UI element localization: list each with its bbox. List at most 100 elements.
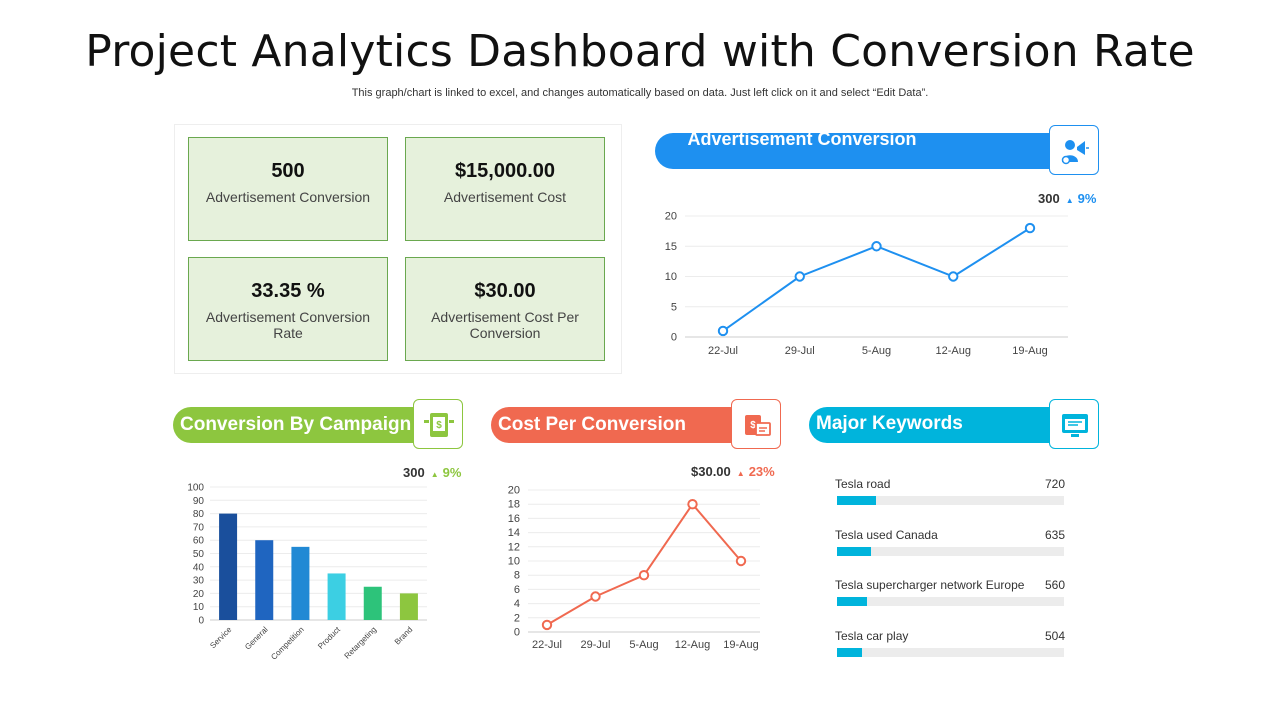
ad-conversion-header: Advertisement Conversion — [655, 129, 1075, 169]
x-tick-label: Competition — [269, 625, 306, 662]
x-tick-label: 22-Jul — [708, 345, 738, 357]
stat-change: 23% — [748, 464, 775, 479]
x-tick-label: 5-Aug — [629, 639, 658, 651]
kpi-value: 500 — [271, 160, 305, 182]
data-point — [590, 591, 601, 602]
y-tick-label: 12 — [508, 541, 520, 553]
x-tick-label: 19-Aug — [1012, 345, 1047, 357]
kpi-card-conversion-rate: 33.35 % Advertisement Conversion Rate — [188, 257, 388, 361]
web-browser-icon — [1049, 399, 1099, 449]
x-tick-label: Service — [208, 625, 234, 651]
y-tick-label: 20 — [508, 485, 520, 497]
data-point — [687, 499, 698, 510]
campaign-header: Conversion By Campaign — [173, 407, 443, 443]
keywords-header: Major Keywords — [809, 407, 1074, 443]
bar — [291, 546, 310, 620]
x-tick-label: Brand — [393, 625, 414, 646]
y-tick-label: 60 — [193, 536, 205, 547]
kpi-card-conversion: 500 Advertisement Conversion — [188, 137, 388, 241]
x-tick-label: 29-Jul — [581, 639, 611, 651]
x-tick-label: 22-Jul — [532, 639, 562, 651]
kpi-card-cost: $15,000.00 Advertisement Cost — [405, 137, 605, 241]
up-arrow-icon: ▲ — [1065, 196, 1074, 205]
keyword-value: 635 — [1044, 527, 1065, 542]
keyword-bar-fill — [837, 597, 867, 606]
keyword-label: Tesla car play — [835, 628, 909, 643]
y-tick-label: 0 — [198, 616, 204, 627]
kpi-label: Advertisement Cost Per Conversion — [431, 309, 579, 341]
x-tick-label: 19-Aug — [723, 639, 758, 651]
megaphone-user-icon — [1049, 125, 1099, 175]
y-tick-label: 40 — [193, 562, 205, 573]
keyword-value: 504 — [1044, 628, 1065, 643]
keyword-bar-track — [837, 496, 1064, 505]
data-point — [1024, 222, 1036, 234]
keyword-value: 720 — [1044, 477, 1065, 491]
y-tick-label: 30 — [193, 576, 205, 587]
stat-value: 300 — [1038, 191, 1060, 206]
keyword-bar-fill — [837, 647, 862, 657]
y-tick-label: 0 — [514, 627, 520, 639]
keyword-bar-fill — [837, 546, 872, 556]
y-tick-label: 20 — [665, 211, 677, 223]
x-tick-label: 12-Aug — [936, 345, 971, 357]
cost-header: Cost Per Conversion — [491, 407, 756, 443]
kpi-label: Advertisement Conversion Rate — [205, 309, 371, 341]
svg-text:$: $ — [436, 420, 442, 431]
x-tick-label: Retargeting — [343, 625, 379, 661]
campaign-bar-chart: 0 10 20 30 40 50 60 70 80 90 100 Service General Comp… — [187, 483, 427, 662]
x-tick-label: 12-Aug — [675, 639, 710, 651]
page-subtitle: This graph/chart is linked to excel, and… — [351, 87, 929, 99]
y-tick-label: 6 — [514, 584, 520, 596]
keyword-label: Tesla supercharger network Europe — [835, 578, 1025, 592]
bar — [255, 540, 274, 620]
data-point — [794, 271, 805, 282]
kpi-value: $15,000.00 — [454, 160, 556, 182]
stat-value: 300 — [403, 465, 425, 480]
y-tick-label: 14 — [508, 527, 520, 539]
data-point — [541, 619, 553, 631]
ad-conversion-line-chart: 0 5 10 15 20 22-Jul 29-Jul 5-Aug 12-Aug 19-Aug — [665, 211, 1068, 357]
stat-change: 9% — [1077, 191, 1097, 206]
keyword-bar-track — [837, 546, 1064, 556]
y-tick-label: 16 — [508, 513, 520, 525]
data-point — [871, 241, 882, 252]
y-tick-label: 2 — [514, 612, 520, 624]
y-tick-label: 10 — [508, 556, 520, 568]
x-tick-label: 5-Aug — [862, 345, 891, 357]
y-tick-label: 0 — [671, 332, 677, 344]
series-line — [546, 502, 742, 626]
keywords-title: Major Keywords — [816, 413, 963, 434]
bar — [363, 586, 382, 620]
keyword-bar-fill — [837, 496, 876, 505]
cost-title: Cost Per Conversion — [498, 414, 686, 435]
campaign-title: Conversion By Campaign — [180, 414, 412, 435]
kpi-label: Advertisement Cost — [443, 189, 567, 205]
campaign-stat: 300 ▲ 9% — [403, 465, 461, 480]
data-point — [638, 570, 650, 581]
ad-conversion-title: Advertisement Conversion — [687, 129, 917, 149]
bar — [327, 573, 346, 620]
data-point — [717, 325, 729, 337]
cost-stat: $30.00 ▲ 23% — [691, 464, 775, 479]
keyword-bar-track — [837, 647, 1064, 657]
kpi-panel — [174, 124, 622, 374]
data-point — [948, 271, 959, 282]
y-tick-label: 90 — [193, 496, 205, 507]
stat-change: 9% — [442, 465, 462, 480]
y-tick-label: 10 — [665, 271, 677, 283]
keyword-label: Tesla used Canada — [835, 527, 938, 542]
y-tick-label: 50 — [193, 549, 205, 560]
up-arrow-icon: ▲ — [736, 469, 745, 478]
up-arrow-icon: ▲ — [430, 470, 439, 479]
kpi-label: Advertisement Conversion — [205, 189, 371, 205]
y-tick-label: 8 — [514, 570, 520, 582]
data-point — [735, 555, 747, 567]
y-tick-label: 15 — [665, 241, 677, 253]
cost-device-icon: $ — [731, 399, 781, 449]
y-tick-label: 18 — [508, 499, 520, 511]
y-tick-label: 10 — [193, 602, 205, 613]
y-tick-label: 70 — [193, 522, 205, 533]
y-tick-label: 4 — [514, 598, 520, 610]
page-title: Project Analytics Dashboard with Convers… — [85, 26, 1195, 77]
